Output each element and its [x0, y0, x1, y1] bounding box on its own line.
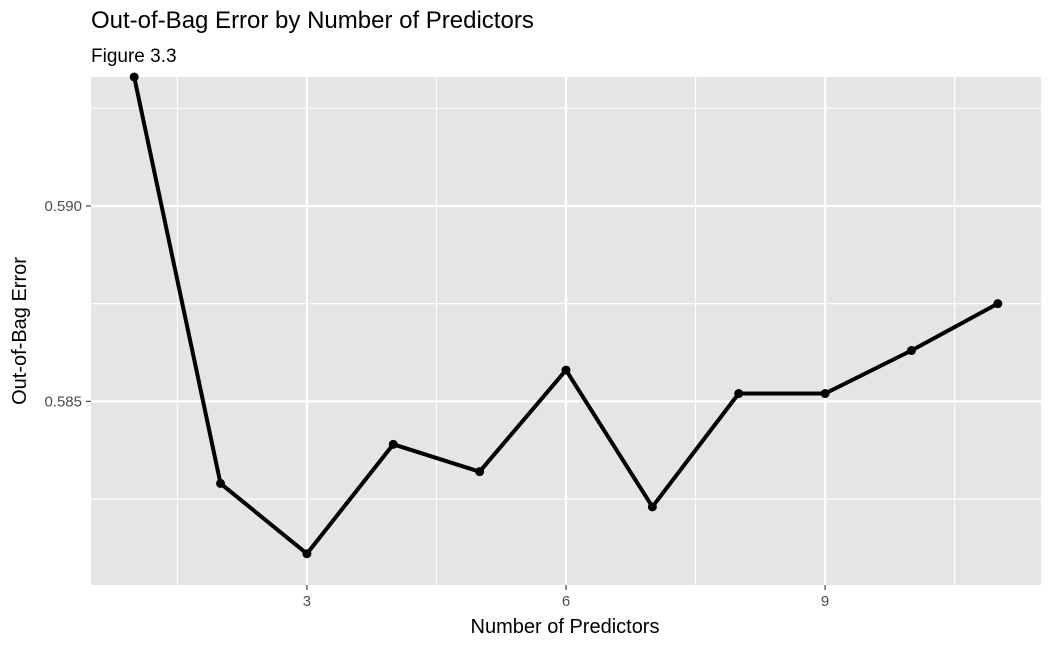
data-point [388, 439, 398, 449]
chart-title: Out-of-Bag Error by Number of Predictors [91, 7, 534, 34]
data-point [475, 467, 485, 477]
data-point [906, 346, 916, 356]
data-point [129, 72, 139, 82]
y-axis-ticks: 0.585 0.590 [44, 198, 91, 410]
x-axis-title: Number of Predictors [471, 616, 660, 638]
x-axis-ticks: 3 6 9 [303, 585, 829, 610]
y-tick-label: 0.590 [44, 198, 82, 215]
y-tick-label: 0.585 [44, 393, 82, 410]
data-point [216, 478, 226, 488]
chart-subtitle: Figure 3.3 [91, 46, 177, 67]
major-grid [91, 77, 1041, 585]
series-layer [129, 72, 1003, 559]
x-tick-label: 9 [821, 593, 829, 610]
data-point [647, 502, 657, 512]
data-point [993, 299, 1003, 309]
data-point [561, 365, 571, 375]
y-axis-title: Out-of-Bag Error [9, 257, 31, 405]
data-point [820, 389, 830, 399]
data-point [302, 549, 312, 559]
x-tick-label: 3 [303, 593, 311, 610]
data-point [734, 389, 744, 399]
x-tick-label: 6 [562, 593, 570, 610]
